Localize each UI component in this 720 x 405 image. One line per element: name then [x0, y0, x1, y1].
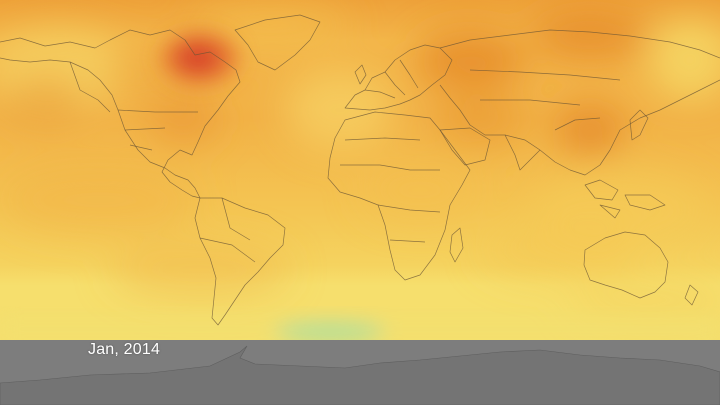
- hotspot-north-america: [162, 32, 238, 84]
- antarctica-outline: [0, 345, 720, 405]
- date-label: Jan, 2014: [88, 341, 161, 358]
- low-concentration-band: [0, 318, 720, 342]
- coastlines: [0, 14, 720, 326]
